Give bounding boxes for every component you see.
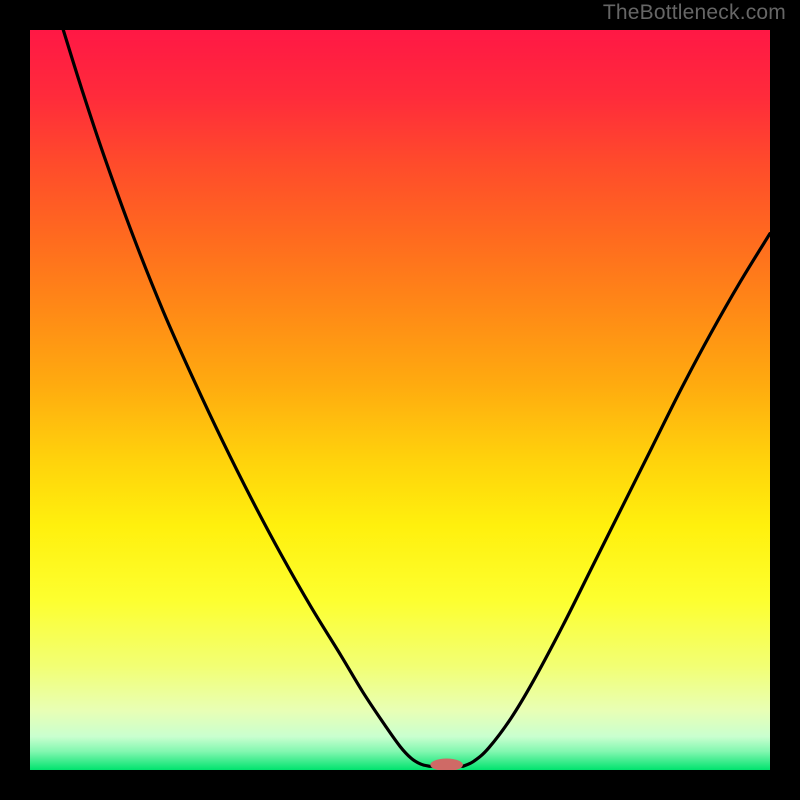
watermark-label: TheBottleneck.com	[603, 1, 786, 25]
chart-container: TheBottleneck.com	[0, 0, 800, 800]
plot-background	[30, 30, 770, 770]
valley-marker	[430, 759, 463, 772]
bottleneck-chart	[0, 0, 800, 800]
